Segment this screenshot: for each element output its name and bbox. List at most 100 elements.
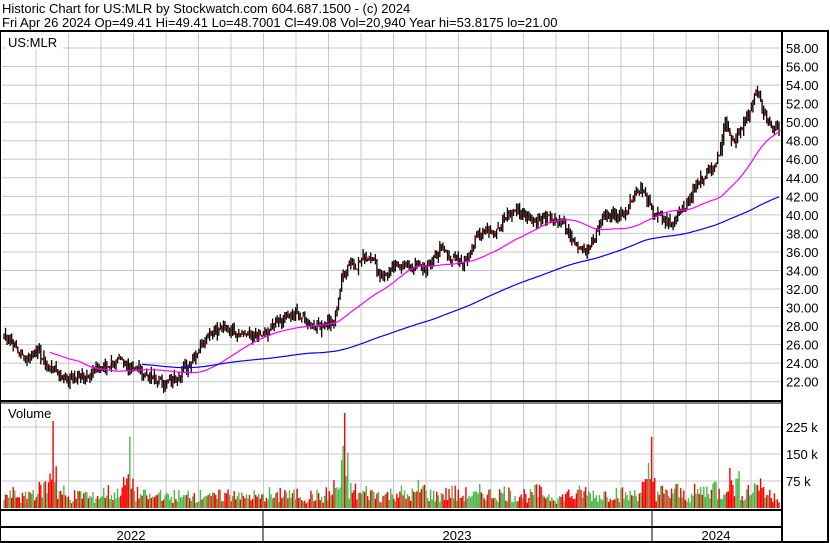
- volume-bar: [173, 489, 176, 508]
- volume-bar: [477, 493, 479, 508]
- volume-bar: [689, 502, 691, 508]
- volume-bar: [391, 494, 393, 508]
- volume-bar: [235, 499, 237, 508]
- volume-bar: [575, 493, 578, 508]
- volume-bar: [437, 495, 440, 508]
- volume-bar: [330, 495, 332, 508]
- volume-bar: [672, 493, 674, 508]
- volume-bar: [721, 498, 723, 508]
- volume-bar: [188, 498, 191, 508]
- volume-bar: [658, 494, 660, 508]
- year-label: 2023: [443, 528, 472, 543]
- volume-bar: [769, 489, 771, 508]
- volume-bar: [175, 499, 177, 508]
- volume-bar: [423, 484, 426, 508]
- volume-bar: [704, 496, 707, 508]
- volume-bar: [388, 499, 390, 508]
- volume-bar: [514, 496, 516, 508]
- volume-bar: [118, 497, 120, 508]
- volume-bar: [646, 479, 648, 508]
- price-tick-label: 56.00: [786, 60, 819, 75]
- volume-bar: [545, 498, 547, 508]
- volume-bar: [121, 487, 123, 508]
- price-tick-label: 48.00: [786, 134, 819, 149]
- price-tick-label: 28.00: [786, 319, 819, 334]
- volume-bar: [380, 502, 383, 508]
- volume-bar: [167, 494, 169, 508]
- price-tick-label: 32.00: [786, 282, 819, 297]
- volume-bar: [302, 501, 304, 508]
- volume-bar: [178, 490, 180, 508]
- volume-bar: [673, 488, 676, 508]
- volume-bar: [601, 500, 604, 508]
- volume-bar: [365, 486, 367, 508]
- volume-bar: [75, 498, 77, 508]
- volume-bar: [554, 500, 556, 508]
- symbol-label: US:MLR: [8, 35, 57, 50]
- volume-bar: [611, 500, 613, 508]
- volume-bar: [762, 486, 765, 508]
- volume-bar: [360, 493, 363, 508]
- volume-bar: [690, 493, 693, 508]
- volume-bar: [96, 495, 99, 508]
- volume-bar: [103, 487, 105, 508]
- volume-bar: [529, 489, 532, 508]
- volume-bar: [327, 499, 329, 508]
- volume-bar: [89, 495, 91, 508]
- volume-bar: [37, 493, 39, 508]
- volume-bar: [454, 485, 456, 508]
- volume-bar: [218, 489, 220, 508]
- volume-bar: [76, 491, 79, 508]
- volume-bar: [26, 498, 28, 508]
- volume-bar: [53, 482, 56, 508]
- volume-bar: [396, 493, 398, 508]
- volume-bar: [182, 495, 185, 508]
- volume-bar: [264, 501, 266, 508]
- volume-bar: [594, 498, 596, 508]
- volume-bar: [70, 503, 73, 508]
- volume-bar: [778, 502, 780, 508]
- volume-bar: [208, 493, 211, 508]
- volume-bar: [557, 498, 559, 508]
- volume-bar: [58, 491, 60, 508]
- volume-bar: [132, 478, 134, 508]
- volume-bar: [353, 490, 355, 508]
- volume-bar: [40, 484, 42, 508]
- volume-bar: [715, 481, 717, 508]
- volume-bar: [210, 495, 212, 508]
- volume-bar: [459, 497, 461, 508]
- volume-bar: [192, 496, 194, 508]
- volume-bar: [446, 500, 449, 508]
- volume-bar: [333, 480, 335, 508]
- price-tick-label: 50.00: [786, 115, 819, 130]
- volume-bar: [675, 483, 677, 508]
- volume-bar: [506, 501, 509, 508]
- volume-bar: [597, 501, 599, 508]
- volume-bar: [425, 490, 427, 508]
- volume-bar: [442, 494, 444, 508]
- volume-bar: [317, 493, 320, 508]
- volume-bar: [320, 496, 323, 508]
- volume-bar: [623, 498, 625, 508]
- volume-bar: [564, 493, 567, 508]
- volume-bar: [393, 498, 395, 508]
- volume-bar: [21, 492, 24, 508]
- volume-bar: [149, 493, 151, 508]
- volume-bar: [743, 500, 745, 508]
- volume-bar: [113, 492, 116, 508]
- volume-bar: [759, 478, 762, 508]
- volume-bar: [147, 499, 149, 508]
- volume-bar: [150, 498, 153, 508]
- volume-bar: [621, 487, 624, 508]
- volume-bar: [700, 487, 702, 508]
- volume-bar: [253, 490, 255, 508]
- chart-title: Historic Chart for US:MLR by Stockwatch.…: [2, 1, 411, 16]
- price-tick-label: 22.00: [786, 375, 819, 390]
- volume-bar: [465, 487, 467, 508]
- volume-bar: [170, 497, 172, 508]
- volume-bar: [541, 495, 544, 508]
- volume-bar: [707, 494, 710, 508]
- volume-bar: [568, 489, 570, 508]
- volume-bar: [701, 494, 703, 508]
